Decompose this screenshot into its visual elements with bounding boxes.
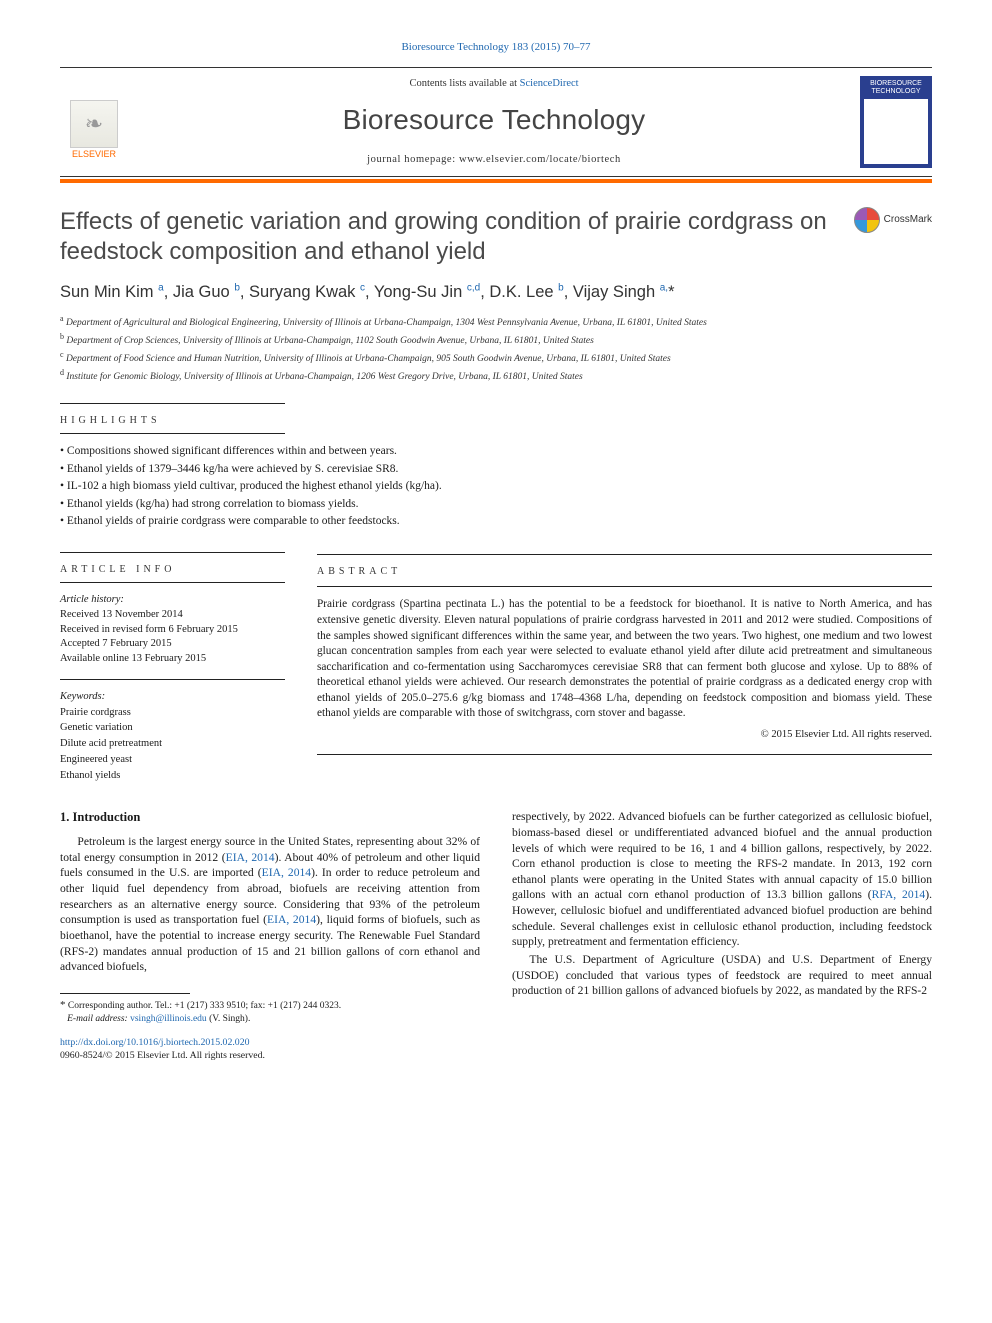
doi-link[interactable]: http://dx.doi.org/10.1016/j.biortech.201… xyxy=(60,1037,250,1048)
elsevier-tree-icon: ❧ xyxy=(70,100,118,148)
keyword-item: Ethanol yields xyxy=(60,768,285,784)
affiliation-a: a Department of Agricultural and Biologi… xyxy=(60,313,932,331)
highlights-list: Compositions showed significant differen… xyxy=(60,444,932,530)
highlight-item: Ethanol yields (kg/ha) had strong correl… xyxy=(60,497,932,513)
highlight-item: Compositions showed significant differen… xyxy=(60,444,932,460)
abstract-mid-rule xyxy=(317,586,932,587)
publisher-logo[interactable]: ❧ ELSEVIER xyxy=(60,84,128,160)
article-history: Article history: Received 13 November 20… xyxy=(60,593,285,666)
history-revised: Received in revised form 6 February 2015 xyxy=(60,624,238,635)
homepage-url[interactable]: www.elsevier.com/locate/biortech xyxy=(459,154,621,165)
crossmark-icon xyxy=(854,207,880,233)
cover-art-placeholder xyxy=(864,99,928,164)
intro-paragraph-2: respectively, by 2022. Advanced biofuels… xyxy=(512,809,932,950)
history-received: Received 13 November 2014 xyxy=(60,609,183,620)
citation-link[interactable]: EIA, 2014 xyxy=(267,913,316,926)
citation-link[interactable]: RFA, 2014 xyxy=(872,888,926,901)
article-info-heading: article info xyxy=(60,563,285,577)
sciencedirect-link[interactable]: ScienceDirect xyxy=(520,78,579,89)
history-label: Article history: xyxy=(60,594,124,605)
intro-paragraph-1: Petroleum is the largest energy source i… xyxy=(60,834,480,975)
journal-header: ❧ ELSEVIER Contents lists available at S… xyxy=(60,67,932,177)
crossmark-badge[interactable]: CrossMark xyxy=(854,207,932,233)
keywords-block: Keywords: Prairie cordgrassGenetic varia… xyxy=(60,690,285,783)
abstract-top-rule xyxy=(317,554,932,555)
keywords-rule xyxy=(60,679,285,680)
affiliation-d: d Institute for Genomic Biology, Univers… xyxy=(60,367,932,385)
highlights-heading: highlights xyxy=(60,414,932,428)
abstract-copyright: © 2015 Elsevier Ltd. All rights reserved… xyxy=(317,728,932,742)
authors-line: Sun Min Kim a, Jia Guo b, Suryang Kwak c… xyxy=(60,281,932,303)
intro-heading: 1. Introduction xyxy=(60,809,480,826)
contents-prefix: Contents lists available at xyxy=(409,78,519,89)
history-accepted: Accepted 7 February 2015 xyxy=(60,638,172,649)
keyword-item: Dilute acid pretreatment xyxy=(60,736,285,752)
highlights-mid-rule xyxy=(60,433,285,434)
keyword-item: Genetic variation xyxy=(60,720,285,736)
abstract-text: Prairie cordgrass (Spartina pectinata L.… xyxy=(317,597,932,722)
cover-line1: BIORESOURCE xyxy=(870,80,922,87)
accent-rule xyxy=(60,179,932,183)
journal-name: Bioresource Technology xyxy=(144,101,844,139)
corresponding-author: * Corresponding author. Tel.: +1 (217) 3… xyxy=(60,998,480,1026)
doi-line: http://dx.doi.org/10.1016/j.biortech.201… xyxy=(60,1036,480,1049)
highlight-item: IL-102 a high biomass yield cultivar, pr… xyxy=(60,479,932,495)
history-online: Available online 13 February 2015 xyxy=(60,653,206,664)
crossmark-label: CrossMark xyxy=(884,213,932,227)
citation-link[interactable]: EIA, 2014 xyxy=(262,866,311,879)
corr-label: Corresponding author. Tel.: +1 (217) 333… xyxy=(68,1001,341,1011)
affiliations: a Department of Agricultural and Biologi… xyxy=(60,313,932,385)
abstract-heading: abstract xyxy=(317,565,932,579)
footnote-rule xyxy=(60,993,190,994)
abstract-bottom-rule xyxy=(317,754,932,755)
citation-line: Bioresource Technology 183 (2015) 70–77 xyxy=(60,40,932,55)
corr-email-link[interactable]: vsingh@illinois.edu xyxy=(130,1014,207,1024)
homepage-prefix: journal homepage: xyxy=(367,154,459,165)
keyword-item: Engineered yeast xyxy=(60,752,285,768)
info-mid-rule xyxy=(60,582,285,583)
info-top-rule xyxy=(60,552,285,553)
journal-homepage-line: journal homepage: www.elsevier.com/locat… xyxy=(144,153,844,167)
cover-line2: TECHNOLOGY xyxy=(871,88,920,95)
highlight-item: Ethanol yields of prairie cordgrass were… xyxy=(60,514,932,530)
contents-available-line: Contents lists available at ScienceDirec… xyxy=(144,77,844,91)
keywords-label: Keywords: xyxy=(60,691,105,702)
citation-link[interactable]: EIA, 2014 xyxy=(226,851,275,864)
keyword-item: Prairie cordgrass xyxy=(60,705,285,721)
article-title: Effects of genetic variation and growing… xyxy=(60,207,842,267)
intro-paragraph-3: The U.S. Department of Agriculture (USDA… xyxy=(512,952,932,999)
affiliation-b: b Department of Crop Sciences, Universit… xyxy=(60,331,932,349)
highlight-item: Ethanol yields of 1379–3446 kg/ha were a… xyxy=(60,462,932,478)
email-label: E-mail address: xyxy=(67,1014,128,1024)
issn-copyright-line: 0960-8524/© 2015 Elsevier Ltd. All right… xyxy=(60,1049,480,1062)
body-columns: 1. Introduction Petroleum is the largest… xyxy=(60,809,932,1062)
corr-person: (V. Singh). xyxy=(207,1014,251,1024)
affiliation-c: c Department of Food Science and Human N… xyxy=(60,349,932,367)
journal-cover-thumbnail[interactable]: BIORESOURCETECHNOLOGY xyxy=(860,76,932,168)
publisher-name: ELSEVIER xyxy=(72,148,116,160)
highlights-top-rule xyxy=(60,403,285,404)
